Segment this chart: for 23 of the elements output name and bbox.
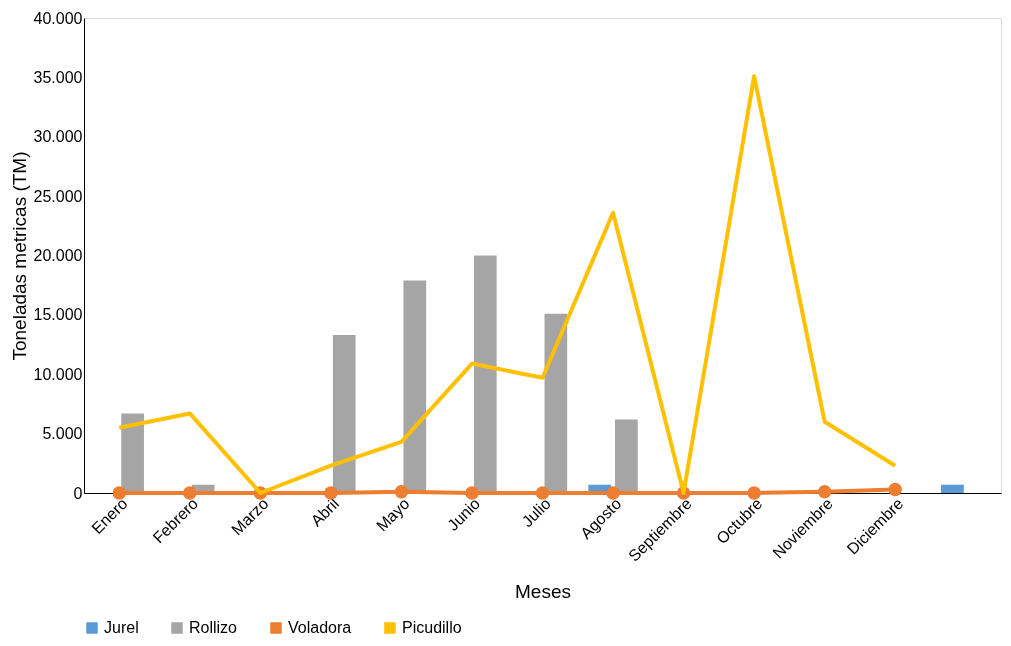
y-tick-label: 35.000 [33,68,83,86]
y-tick-label: 15.000 [33,306,83,324]
y-tick-label: 25.000 [33,187,83,205]
y-axis-title: Toneladas metricas (TM) [8,151,30,361]
y-tick-label: 30.000 [33,128,83,146]
bar [941,484,964,493]
bar [332,335,356,493]
y-tick-label: 5.000 [42,425,83,443]
legend-label: Rollizo [189,619,238,636]
x-tick-label: Julio [518,494,554,531]
legend-label: Jurel [104,619,139,636]
x-axis-title: Meses [515,580,571,602]
legend-label: Voladora [288,619,352,636]
y-tick-label: 40.000 [33,9,83,27]
y-tick-label: 10.000 [33,365,83,383]
y-tick-label: 0 [73,484,83,502]
bar [403,280,427,493]
bar [544,313,568,493]
bar [473,255,497,493]
legend-label: Picudillo [402,619,462,636]
bar [615,419,638,493]
y-tick-label: 20.000 [33,247,83,264]
bar [121,413,144,493]
